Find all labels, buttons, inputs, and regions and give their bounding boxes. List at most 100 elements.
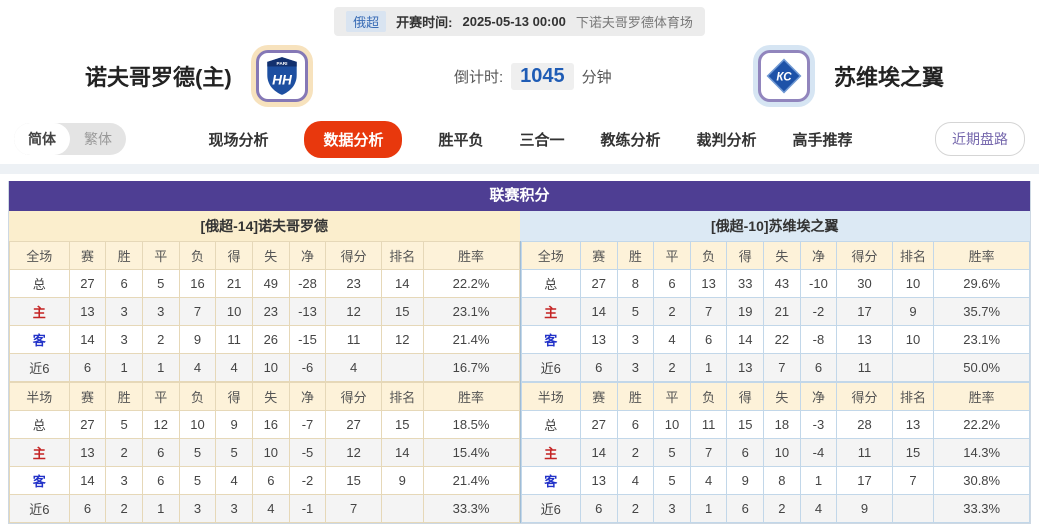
stat-cell: 13 (891, 410, 935, 439)
column-header-row: 全场赛胜平负得失净得分 排名 胜率 (520, 241, 1030, 270)
stat-cell: -7 (288, 410, 327, 439)
column-header: 排名 (891, 241, 935, 270)
stat-cell: 2 (763, 494, 801, 523)
stat-cell: 4 (178, 353, 217, 382)
stat-cell: 12 (325, 297, 382, 326)
column-header: 胜率 (933, 382, 1030, 411)
stat-cell: -28 (288, 269, 327, 298)
column-header: 得分 (836, 241, 893, 270)
stat-cell: 11 (689, 410, 728, 439)
nav-tab-0[interactable]: 现场分析 (208, 131, 269, 149)
stat-cell: 13 (579, 466, 618, 495)
stat-cell: 3 (141, 297, 180, 326)
stat-cell: 6 (68, 494, 107, 523)
column-header-row: 半场赛胜平负得失净得分 排名 胜率 (520, 382, 1030, 411)
column-header: 失 (251, 241, 290, 270)
column-header-row: 全场赛胜平负得失净得分 排名 胜率 (9, 241, 520, 270)
standings-title: 联赛积分 (9, 181, 1030, 211)
stat-cell: 11 (836, 438, 893, 467)
stat-cell: 14.3% (933, 438, 1030, 467)
stat-cell: 10 (891, 325, 935, 354)
stat-cell: 5 (653, 466, 691, 495)
stat-cell: 28 (836, 410, 893, 439)
row-label: 近6 (520, 353, 581, 382)
table-row: 客 13 4 5 4 9 8 1 17 7 30.8% (520, 466, 1030, 495)
stat-cell: 13 (68, 297, 107, 326)
stat-cell: 11 (836, 353, 893, 382)
stat-cell (380, 353, 424, 382)
nav-tab-2[interactable]: 胜平负 (438, 131, 484, 149)
column-header: 失 (763, 241, 801, 270)
stat-cell: 5 (178, 466, 217, 495)
stat-cell: -6 (288, 353, 327, 382)
stat-cell: 14 (579, 438, 618, 467)
column-header: 胜率 (422, 241, 520, 270)
stat-cell: 6 (251, 466, 290, 495)
stat-cell: 43 (763, 269, 801, 298)
stat-cell: 33.3% (422, 494, 520, 523)
row-label: 主 (9, 438, 70, 467)
away-halftime-table: 半场赛胜平负得失净得分 排名 胜率总 27 6 10 11 15 18 -3 28 13 22.2% 主 1… (520, 382, 1031, 523)
stat-cell: 17 (836, 466, 893, 495)
nav-tab-1[interactable]: 数据分析 (304, 120, 403, 158)
stat-cell: 6 (579, 494, 618, 523)
lang-simplified-button[interactable]: 简体 (14, 123, 70, 155)
table-row: 近6 6 3 2 1 13 7 6 11 50.0% (520, 353, 1030, 382)
stat-cell: -10 (799, 269, 838, 298)
stat-cell: 6 (141, 438, 180, 467)
stat-cell: -5 (288, 438, 327, 467)
column-header-row: 半场赛胜平负得失净得分 排名 胜率 (9, 382, 520, 411)
stat-cell: 9 (215, 410, 253, 439)
stat-cell: 7 (689, 438, 728, 467)
stat-cell: 4 (616, 466, 655, 495)
recent-trend-button[interactable]: 近期盘路 (935, 122, 1025, 156)
stat-cell: 15 (380, 410, 424, 439)
stat-cell: 6 (141, 466, 180, 495)
section-divider (0, 164, 1039, 174)
table-row: 主 13 2 6 5 5 10 -5 12 14 15.4% (9, 438, 520, 467)
row-label: 客 (520, 466, 581, 495)
standings-tables: 全场赛胜平负得失净得分 排名 胜率总 27 6 5 16 21 49 -28 23 14 22.2% 主 1… (9, 241, 1030, 523)
stat-cell: 2 (653, 353, 691, 382)
league-standings-panel: 联赛积分 [俄超-14]诺夫哥罗德 [俄超-10]苏维埃之翼 全场赛胜平负得失净… (8, 181, 1031, 524)
language-toggle: 简体 繁体 (14, 123, 126, 155)
table-row: 主 14 5 2 7 19 21 -2 17 9 35.7% (520, 297, 1030, 326)
nav-tab-4[interactable]: 教练分析 (600, 131, 661, 149)
stat-cell: -3 (799, 410, 838, 439)
stat-cell: 4 (653, 325, 691, 354)
nav-tab-6[interactable]: 高手推荐 (792, 131, 853, 149)
column-header: 失 (763, 382, 801, 411)
column-header: 胜 (105, 241, 143, 270)
column-header: 得分 (836, 382, 893, 411)
stat-cell: -8 (799, 325, 838, 354)
stat-cell: 23 (251, 297, 290, 326)
stat-cell: 50.0% (933, 353, 1030, 382)
nav-tab-5[interactable]: 裁判分析 (696, 131, 757, 149)
row-label: 客 (9, 466, 70, 495)
nav-tab-3[interactable]: 三合一 (519, 131, 565, 149)
stat-cell: 21 (763, 297, 801, 326)
stat-cell: 30.8% (933, 466, 1030, 495)
column-header: 半场 (520, 382, 581, 411)
lang-traditional-button[interactable]: 繁体 (84, 131, 112, 147)
column-header: 平 (653, 382, 691, 411)
stat-cell: 8 (763, 466, 801, 495)
stat-cell: 4 (251, 494, 290, 523)
home-team-standings-title: [俄超-14]诺夫哥罗德 (9, 211, 520, 241)
stat-cell: 27 (325, 410, 382, 439)
stat-cell: 3 (616, 325, 655, 354)
stat-cell: 10 (891, 269, 935, 298)
row-label: 主 (520, 438, 581, 467)
stat-cell: 9 (836, 494, 893, 523)
stat-cell: 4 (325, 353, 382, 382)
stat-cell: 12 (380, 325, 424, 354)
stat-cell: 23.1% (933, 325, 1030, 354)
stat-cell: 35.7% (933, 297, 1030, 326)
kickoff-time: 2025-05-13 00:00 (462, 14, 566, 29)
league-badge[interactable]: 俄超 (346, 11, 387, 32)
stat-cell: 10 (251, 438, 290, 467)
team-title-row: [俄超-14]诺夫哥罗德 [俄超-10]苏维埃之翼 (9, 211, 1030, 241)
table-row: 客 14 3 6 5 4 6 -2 15 9 21.4% (9, 466, 520, 495)
column-header: 净 (288, 382, 327, 411)
stat-cell: 17 (836, 297, 893, 326)
